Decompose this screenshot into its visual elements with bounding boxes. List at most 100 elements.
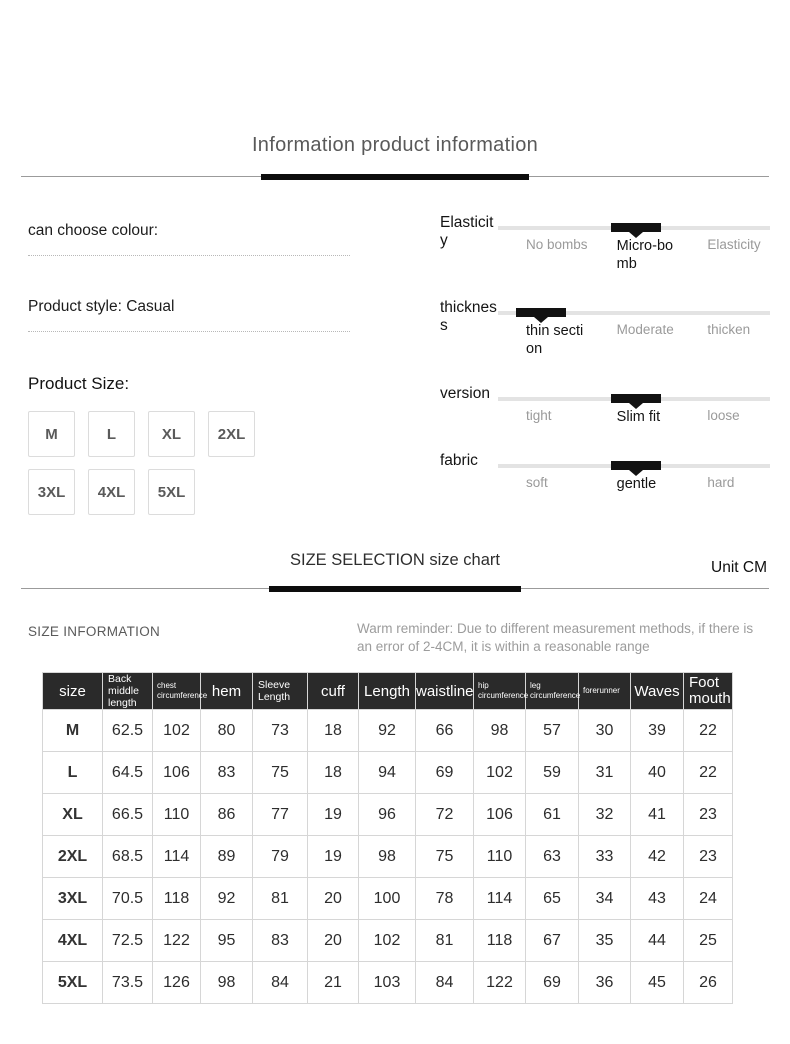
- table-row: XL 66.5 110 86 77 19 96 72 106 61 32 41 23: [42, 793, 733, 837]
- measurement-cell: 81: [415, 919, 474, 963]
- slider-options: thin section Moderate thicken: [498, 322, 770, 358]
- measurement-cell: 98: [473, 709, 526, 753]
- measurement-cell: 83: [252, 919, 308, 963]
- table-row: M 62.5 102 80 73 18 92 66 98 57 30 39 22: [42, 709, 733, 753]
- col-length: Length: [358, 671, 416, 711]
- elasticity-slider-group: Elasticity No bombs Micro-bomb Elasticit…: [440, 214, 770, 273]
- size-button-l[interactable]: L: [88, 411, 135, 457]
- measurement-cell: 19: [307, 793, 359, 837]
- measurement-cell: 57: [525, 709, 579, 753]
- measurement-cell: 100: [358, 877, 416, 921]
- unit-label: Unit CM: [711, 559, 767, 576]
- col-size: size: [42, 671, 103, 711]
- measurement-cell: 20: [307, 877, 359, 921]
- measurement-cell: 23: [683, 793, 733, 837]
- size-button-xl[interactable]: XL: [148, 411, 195, 457]
- measurement-cell: 25: [683, 919, 733, 963]
- col-chest-circumference: chest circumference: [152, 671, 207, 711]
- measurement-cell: 59: [525, 751, 579, 795]
- size-table-header: size Back middle length chest circumfere…: [42, 671, 733, 711]
- measurement-cell: 34: [578, 877, 631, 921]
- size-button-5xl[interactable]: 5XL: [148, 469, 195, 515]
- col-waistline: waistline: [415, 671, 474, 711]
- size-options: M L XL 2XL 3XL 4XL 5XL: [28, 411, 270, 515]
- measurement-cell: 35: [578, 919, 631, 963]
- measurement-cell: 102: [473, 751, 526, 795]
- colour-field: can choose colour:: [28, 222, 423, 256]
- measurement-cell: 89: [200, 835, 253, 879]
- measurement-cell: 69: [415, 751, 474, 795]
- thickness-slider: thin section Moderate thicken: [498, 299, 770, 358]
- slider-options: tight Slim fit loose: [498, 408, 770, 426]
- table-row: 4XL 72.5 122 95 83 20 102 81 118 67 35 44 25: [42, 919, 733, 963]
- colour-label: can choose colour:: [28, 222, 159, 239]
- col-cuff: cuff: [307, 671, 359, 711]
- option-loose: loose: [707, 407, 740, 423]
- measurement-cell: 61: [525, 793, 579, 837]
- divider-accent-bar: [261, 174, 529, 180]
- size-button-3xl[interactable]: 3XL: [28, 469, 75, 515]
- size-cell: 4XL: [42, 919, 103, 963]
- measurement-cell: 72.5: [102, 919, 153, 963]
- size-button-2xl[interactable]: 2XL: [208, 411, 255, 457]
- size-chart-divider: [21, 586, 769, 592]
- measurement-cell: 94: [358, 751, 416, 795]
- size-table-body: M 62.5 102 80 73 18 92 66 98 57 30 39 22 L 64.5 106 83 75…: [42, 709, 733, 1005]
- elasticity-slider: No bombs Micro-bomb Elasticity: [498, 214, 770, 273]
- measurement-cell: 106: [152, 751, 201, 795]
- slider-options: No bombs Micro-bomb Elasticity: [498, 237, 770, 273]
- measurement-cell: 96: [358, 793, 416, 837]
- size-cell: L: [42, 751, 103, 795]
- thickness-slider-group: thickness thin section Moderate thicken: [440, 299, 770, 358]
- size-chart-table: size Back middle length chest circumfere…: [42, 671, 733, 1005]
- header-row: size Back middle length chest circumfere…: [42, 671, 733, 711]
- divider-accent-bar: [269, 586, 521, 592]
- slider-marker: [610, 393, 661, 403]
- table-row: L 64.5 106 83 75 18 94 69 102 59 31 40 22: [42, 751, 733, 795]
- measurement-cell: 19: [307, 835, 359, 879]
- measurement-cell: 84: [415, 961, 474, 1005]
- size-info-row: SIZE INFORMATION Warm reminder: Due to d…: [28, 620, 765, 656]
- measurement-cell: 81: [252, 877, 308, 921]
- version-label: version: [440, 384, 490, 402]
- measurement-cell: 23: [683, 835, 733, 879]
- measurement-cell: 43: [630, 877, 684, 921]
- measurement-cell: 106: [473, 793, 526, 837]
- table-row: 2XL 68.5 114 89 79 19 98 75 110 63 33 42 23: [42, 835, 733, 879]
- option-slim-fit: Slim fit: [616, 408, 661, 425]
- size-button-4xl[interactable]: 4XL: [88, 469, 135, 515]
- measurement-cell: 63: [525, 835, 579, 879]
- fabric-label: fabric: [440, 451, 478, 469]
- slider-track: [498, 393, 770, 403]
- measurement-cell: 41: [630, 793, 684, 837]
- size-cell: XL: [42, 793, 103, 837]
- style-field: Product style: Casual: [28, 298, 423, 332]
- measurement-cell: 75: [252, 751, 308, 795]
- size-selection-heading: SIZE SELECTION size chart: [290, 551, 500, 569]
- measurement-cell: 68.5: [102, 835, 153, 879]
- size-cell: 5XL: [42, 961, 103, 1005]
- measurement-cell: 103: [358, 961, 416, 1005]
- option-thin-section: thin section: [526, 323, 584, 358]
- option-tight: tight: [526, 407, 552, 423]
- measurement-cell: 40: [630, 751, 684, 795]
- measurement-cell: 65: [525, 877, 579, 921]
- col-foot-mouth: Foot mouth: [683, 671, 733, 711]
- fabric-slider-group: fabric soft gentle hard: [440, 452, 770, 493]
- measurement-cell: 78: [415, 877, 474, 921]
- dotted-separator: [28, 331, 350, 332]
- thickness-label: thickness: [440, 299, 497, 335]
- measurement-cell: 66: [415, 709, 474, 753]
- size-button-m[interactable]: M: [28, 411, 75, 457]
- option-no-bombs: No bombs: [526, 237, 588, 252]
- measurement-cell: 77: [252, 793, 308, 837]
- measurement-cell: 30: [578, 709, 631, 753]
- measurement-cell: 75: [415, 835, 474, 879]
- measurement-cell: 33: [578, 835, 631, 879]
- col-waves: Waves: [630, 671, 684, 711]
- col-leg-circumference: leg circumference: [525, 671, 580, 711]
- measurement-cell: 20: [307, 919, 359, 963]
- slider-options: soft gentle hard: [498, 475, 770, 493]
- col-sleeve-length: Sleeve Length: [252, 671, 308, 711]
- size-cell: 3XL: [42, 877, 103, 921]
